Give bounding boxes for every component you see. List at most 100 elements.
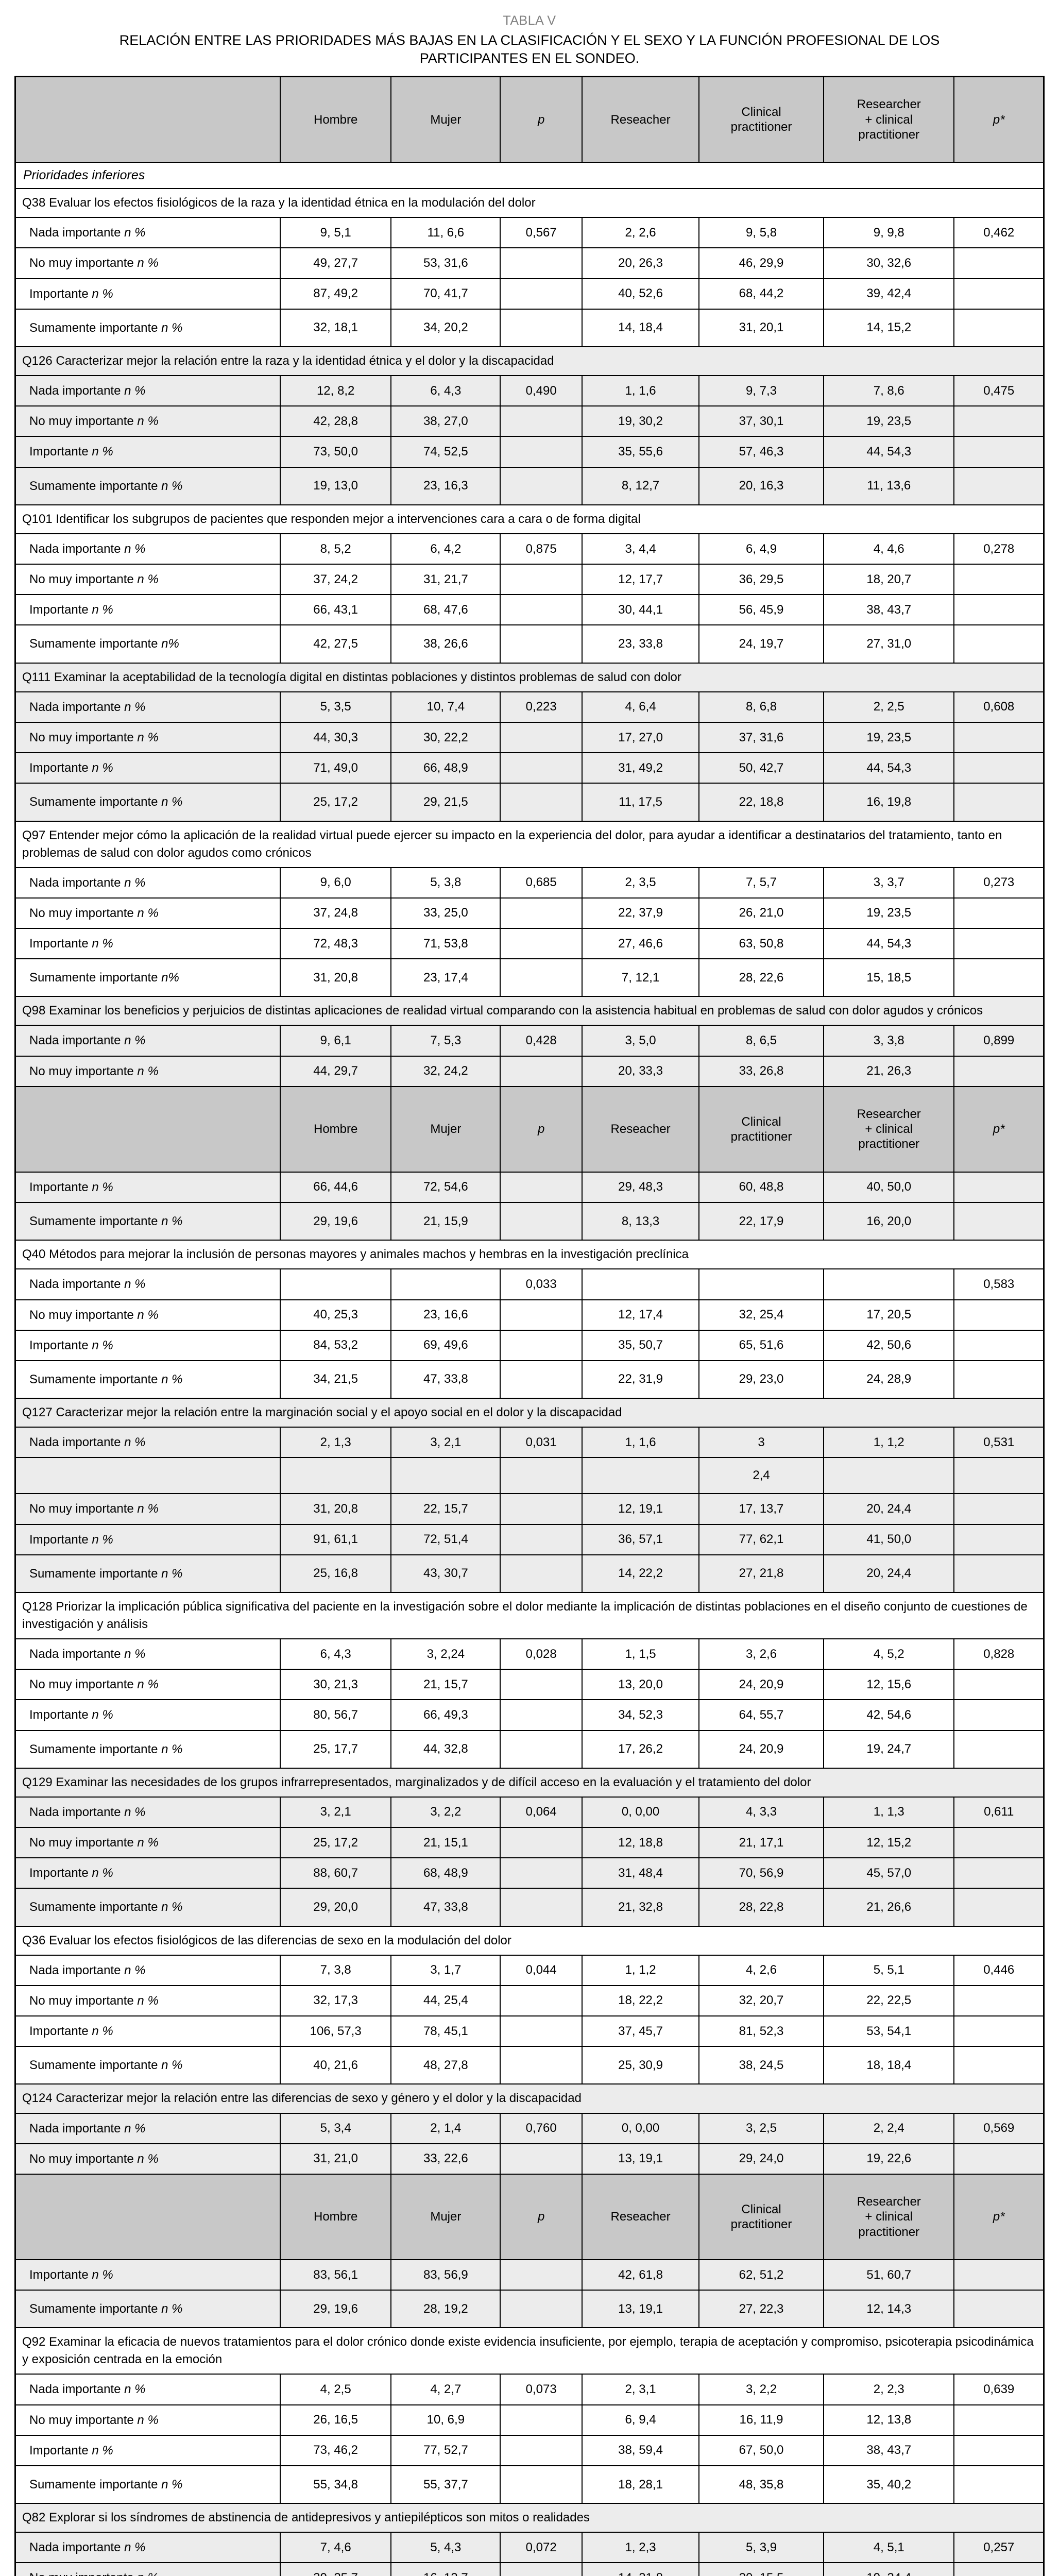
cell-hombre: 25, 17,7: [279, 1730, 392, 1769]
cell-clinical: 27, 21,8: [698, 1554, 825, 1593]
table-row: Sumamente importante n % 19, 13,0 23, 16,3…: [14, 466, 1045, 505]
cell-p: [500, 1888, 583, 1927]
cell-researcher-clinical: 14, 15,2: [823, 308, 955, 348]
row-label-cell: Nada importante n %: [14, 867, 281, 899]
cell-clinical: 3, 2,5: [698, 2112, 825, 2144]
cell-researcher: 37, 45,7: [582, 2015, 700, 2047]
cell-p: [500, 405, 583, 437]
cell-p: [500, 1171, 583, 1204]
cell-p: [500, 1985, 583, 2017]
cell-hombre: 84, 53,2: [279, 1329, 392, 1361]
cell-researcher-clinical: 4, 5,2: [823, 1638, 955, 1670]
table-caption-line-2: PROFESIONAL DE LOS PARTICIPANTES EN EL S…: [419, 32, 940, 66]
cell-researcher-clinical: 21, 26,3: [823, 1055, 955, 1087]
cell-p-star: 0,446: [953, 1954, 1045, 1986]
cell-researcher: 22, 37,9: [582, 897, 700, 929]
cell-hombre: 31, 20,8: [279, 958, 392, 997]
cell-researcher: 0, 0,00: [582, 2112, 700, 2144]
cell-clinical: 7, 5,7: [698, 867, 825, 899]
cell-p: 0,033: [500, 1268, 583, 1300]
table-row: No muy importante n % 44, 29,7 32, 24,2 20,…: [14, 1055, 1045, 1087]
cell-researcher: 29, 48,3: [582, 1171, 700, 1204]
row-label-cell: Sumamente importante n %: [14, 1202, 281, 1241]
cell-researcher-clinical: 3, 3,8: [823, 1025, 955, 1057]
row-label-cell: No muy importante n %: [14, 2143, 281, 2175]
cell-p: [500, 436, 583, 468]
header-cell-p-star: p*: [953, 76, 1045, 163]
header-cell-researcher-plus-clinical: Researcher + clinical practitioner: [823, 1086, 955, 1173]
header-cell-clinical-practitioner: Clinical practitioner: [698, 1086, 825, 1173]
cell-researcher-clinical: 1, 1,2: [823, 1427, 955, 1459]
cell-researcher: 12, 19,1: [582, 1493, 700, 1525]
question-caption-row: Q82 Explorar si los síndromes de abstine…: [14, 2503, 1045, 2533]
cell-clinical: 3, 2,6: [698, 1638, 825, 1670]
row-label-cell: Nada importante n %: [14, 1427, 281, 1459]
cell-mujer: 33, 25,0: [390, 897, 501, 929]
cell-p: [500, 1202, 583, 1241]
cell-researcher: 1, 1,6: [582, 375, 700, 407]
table-row: Sumamente importante n % 29, 19,6 28, 19,2…: [14, 2290, 1045, 2329]
table-row: No muy importante n % 44, 30,3 30, 22,2 17,…: [14, 721, 1045, 754]
cell-hombre: 25, 17,2: [279, 783, 392, 822]
cell-p: [500, 897, 583, 929]
cell-researcher-clinical: 12, 13,8: [823, 2404, 955, 2436]
table-caption-line-1: RELACIÓN ENTRE LAS PRIORIDADES MÁS BAJAS…: [119, 32, 783, 48]
table-caption: RELACIÓN ENTRE LAS PRIORIDADES MÁS BAJAS…: [76, 31, 983, 67]
row-label-cell: Sumamente importante n %: [14, 2290, 281, 2329]
table-row: No muy importante n % 32, 17,3 44, 25,4 18,…: [14, 1985, 1045, 2017]
cell-researcher: 7, 12,1: [582, 958, 700, 997]
table-row: No muy importante n % 31, 20,8 22, 15,7 12,…: [14, 1493, 1045, 1525]
cell-researcher: 35, 55,6: [582, 436, 700, 468]
cell-researcher: 8, 13,3: [582, 1202, 700, 1241]
cell-p: [500, 783, 583, 822]
cell-researcher: 2, 2,6: [582, 217, 700, 249]
cell-clinical: 4, 2,6: [698, 1954, 825, 1986]
header-cell-blank: [14, 76, 281, 163]
question-caption-row: Q36 Evaluar los efectos fisiológicos de …: [14, 1925, 1045, 1956]
cell-mujer: 70, 41,7: [390, 278, 501, 310]
cell-clinical: 29, 23,0: [698, 1360, 825, 1399]
cell-researcher: 21, 32,8: [582, 1888, 700, 1927]
cell-p: [500, 1329, 583, 1361]
table-row: Importante n % 87, 49,2 70, 41,7 40, 52,6 68…: [14, 278, 1045, 310]
cell-hombre: 44, 30,3: [279, 721, 392, 754]
cell-hombre: 91, 61,1: [279, 1523, 392, 1555]
cell-clinical: 37, 31,6: [698, 721, 825, 754]
cell-p-star: [953, 278, 1045, 310]
table-row: No muy importante n % 25, 17,2 21, 15,1 12,…: [14, 1827, 1045, 1859]
cell-mujer: 34, 20,2: [390, 308, 501, 348]
question-caption-q40: Q40 Métodos para mejorar la inclusión de…: [14, 1240, 1045, 1270]
cell-researcher-clinical: 2, 2,5: [823, 691, 955, 723]
cell-p-star: 0,475: [953, 375, 1045, 407]
row-label-cell: Nada importante n %: [14, 217, 281, 249]
table-row: Nada importante n % 9, 5,1 11, 6,6 0,567 2, …: [14, 217, 1045, 249]
cell-clinical: 22, 17,9: [698, 1202, 825, 1241]
cell-researcher: 18, 22,2: [582, 1985, 700, 2017]
table-row: Nada importante n % 8, 5,2 6, 4,2 0,875 3, 4…: [14, 533, 1045, 565]
cell-p-star: [953, 2290, 1045, 2329]
table-row: Nada importante n % 2, 1,3 3, 2,1 0,031 1, 1…: [14, 1427, 1045, 1459]
cell-clinical: 48, 35,8: [698, 2465, 825, 2504]
cell-hombre: 66, 44,6: [279, 1171, 392, 1204]
cell-mujer: 3, 2,24: [390, 1638, 501, 1670]
question-caption-row: Q98 Examinar los beneficios y perjuicios…: [14, 996, 1045, 1026]
cell-p-star: [953, 1329, 1045, 1361]
cell-researcher-clinical: 45, 57,0: [823, 1857, 955, 1889]
cell-p: [500, 1857, 583, 1889]
cell-p-star: 0,531: [953, 1427, 1045, 1459]
cell-researcher-clinical: 19, 23,5: [823, 721, 955, 754]
row-label-cell: Importante n %: [14, 752, 281, 784]
cell-p: [500, 2259, 583, 2291]
question-caption-row: Q38 Evaluar los efectos fisiológicos de …: [14, 188, 1045, 218]
cell-hombre: 12, 8,2: [279, 375, 392, 407]
cell-mujer: 3, 1,7: [390, 1954, 501, 1986]
table-row: Nada importante n % 7, 4,6 5, 4,3 0,072 1, 2…: [14, 2532, 1045, 2564]
row-label-cell: No muy importante n %: [14, 897, 281, 929]
table-row: Sumamente importante n % 25, 16,8 43, 30,7…: [14, 1554, 1045, 1593]
cell-p-star: 0,257: [953, 2532, 1045, 2564]
cell-p: [500, 2465, 583, 2504]
cell-mujer: 44, 25,4: [390, 1985, 501, 2017]
cell-mujer: 4, 2,7: [390, 2374, 501, 2405]
cell-mujer: 48, 27,8: [390, 2046, 501, 2085]
cell-researcher: 27, 46,6: [582, 928, 700, 960]
